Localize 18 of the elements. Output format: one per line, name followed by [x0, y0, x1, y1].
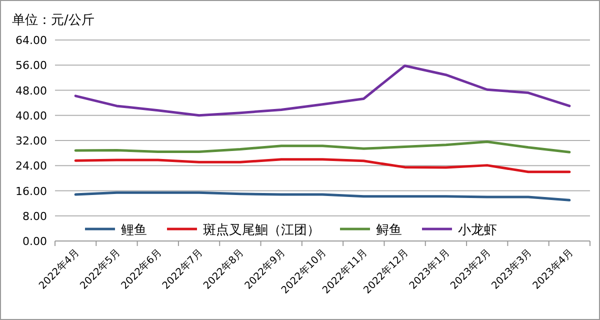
chart-title: 单位：元/公斤	[12, 13, 94, 28]
line-series	[74, 64, 571, 117]
y-tick-label: 32.00	[16, 134, 47, 148]
legend-label: 鲤鱼	[121, 223, 147, 238]
y-tick-label: 48.00	[16, 84, 47, 98]
y-tick-label: 16.00	[16, 184, 47, 198]
y-tick-label: 8.00	[22, 210, 47, 223]
y-tick-label: 64.00	[16, 34, 47, 47]
y-tick-label: 56.00	[16, 59, 47, 72]
line-series	[74, 140, 571, 154]
legend-label: 小龙虾	[458, 223, 497, 238]
line-series	[74, 158, 571, 174]
y-tick-label: 24.00	[16, 160, 47, 173]
legend-label: 斑点叉尾鮰（江团）	[203, 223, 320, 238]
y-tick-label: 40.00	[16, 109, 47, 122]
legend-label: 鲟鱼	[376, 223, 402, 238]
line-series	[74, 191, 571, 202]
y-tick-label: 0.00	[22, 235, 47, 248]
